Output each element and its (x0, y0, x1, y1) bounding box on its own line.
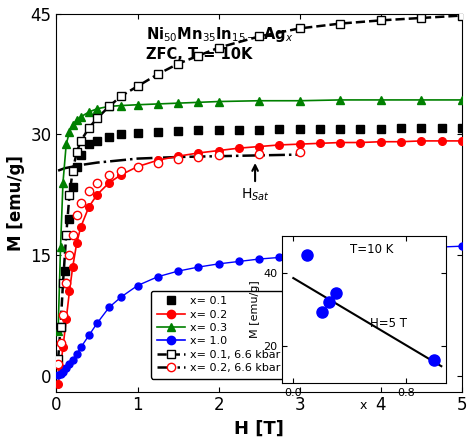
Y-axis label: M [emu/g]: M [emu/g] (7, 155, 25, 251)
Text: T=10 K: T=10 K (350, 243, 394, 256)
X-axis label: x: x (360, 399, 367, 412)
Legend: x= 0.1, x= 0.2, x= 0.3, x= 1.0, x= 0.1, 6.6 kbar, x= 0.2, 6.6 kbar: x= 0.1, x= 0.2, x= 0.3, x= 1.0, x= 0.1, … (151, 291, 286, 379)
Y-axis label: M [emu/g]: M [emu/g] (250, 280, 260, 338)
Text: H$_{Sat}$: H$_{Sat}$ (241, 165, 270, 203)
Text: H=5 T: H=5 T (370, 317, 407, 330)
X-axis label: H [T]: H [T] (234, 420, 284, 438)
Text: Ni$_{50}$Mn$_{35}$In$_{15-x}$Ag$_x$
ZFC, T = 10K: Ni$_{50}$Mn$_{35}$In$_{15-x}$Ag$_x$ ZFC,… (146, 25, 293, 62)
